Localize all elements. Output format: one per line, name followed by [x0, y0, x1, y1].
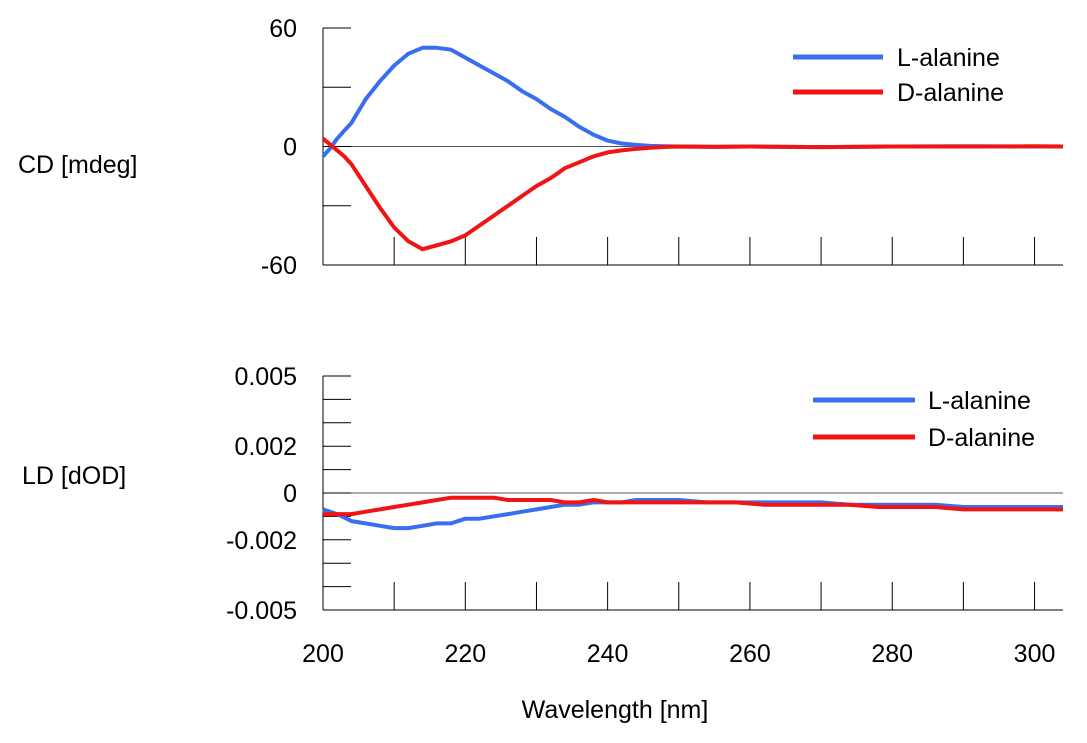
cd-series — [321, 45, 1064, 252]
x-axis-label: Wavelength [nm] — [522, 696, 709, 724]
cd-y-tick-label: 0 — [283, 134, 297, 162]
x-tick-label: 260 — [729, 640, 771, 668]
cd-y-tick-label: 60 — [269, 15, 297, 43]
ld-legend-label: L-alanine — [928, 387, 1031, 415]
ld-axes — [322, 375, 1063, 611]
cd-y-tick-labels: 60 0 -60 — [261, 15, 297, 280]
x-tick-label: 240 — [587, 640, 629, 668]
x-tick-label: 280 — [871, 640, 913, 668]
x-tick-label: 200 — [302, 640, 344, 668]
cd-legend-label: D-alanine — [897, 79, 1004, 107]
ld-legend: L-alanine D-alanine — [813, 387, 1035, 452]
ld-chart-panel: 0.005 0.002 0 -0.002 -0.005 LD [dOD] L-alani… — [22, 363, 1063, 625]
ld-y-tick-labels: 0.005 0.002 0 -0.002 -0.005 — [226, 363, 297, 625]
x-tick-label: 220 — [444, 640, 486, 668]
ld-y-tick-label: -0.002 — [226, 527, 297, 555]
cd-series-line-d-alanine — [321, 137, 1064, 252]
ld-series — [322, 495, 1063, 531]
cd-chart-panel: 60 0 -60 CD [mdeg] L-alanine D-alanine — [18, 15, 1064, 280]
ld-y-tick-label: 0.002 — [234, 433, 297, 461]
ld-y-tick-label: 0 — [283, 480, 297, 508]
ld-y-axis-label: LD [dOD] — [22, 462, 126, 490]
cd-legend-label: L-alanine — [897, 44, 1000, 72]
x-tick-label: 300 — [1014, 640, 1056, 668]
ld-series-line-d-alanine — [323, 495, 1063, 517]
ld-y-tick-label: 0.005 — [234, 363, 297, 391]
x-tick-labels: 200 220 240 260 280 300 — [302, 640, 1055, 668]
cd-y-tick-label: -60 — [261, 252, 297, 280]
cd-legend: L-alanine D-alanine — [793, 44, 1004, 107]
ld-legend-label: D-alanine — [928, 424, 1035, 452]
ld-y-tick-label: -0.005 — [226, 597, 297, 625]
cd-y-axis-label: CD [mdeg] — [18, 151, 137, 179]
